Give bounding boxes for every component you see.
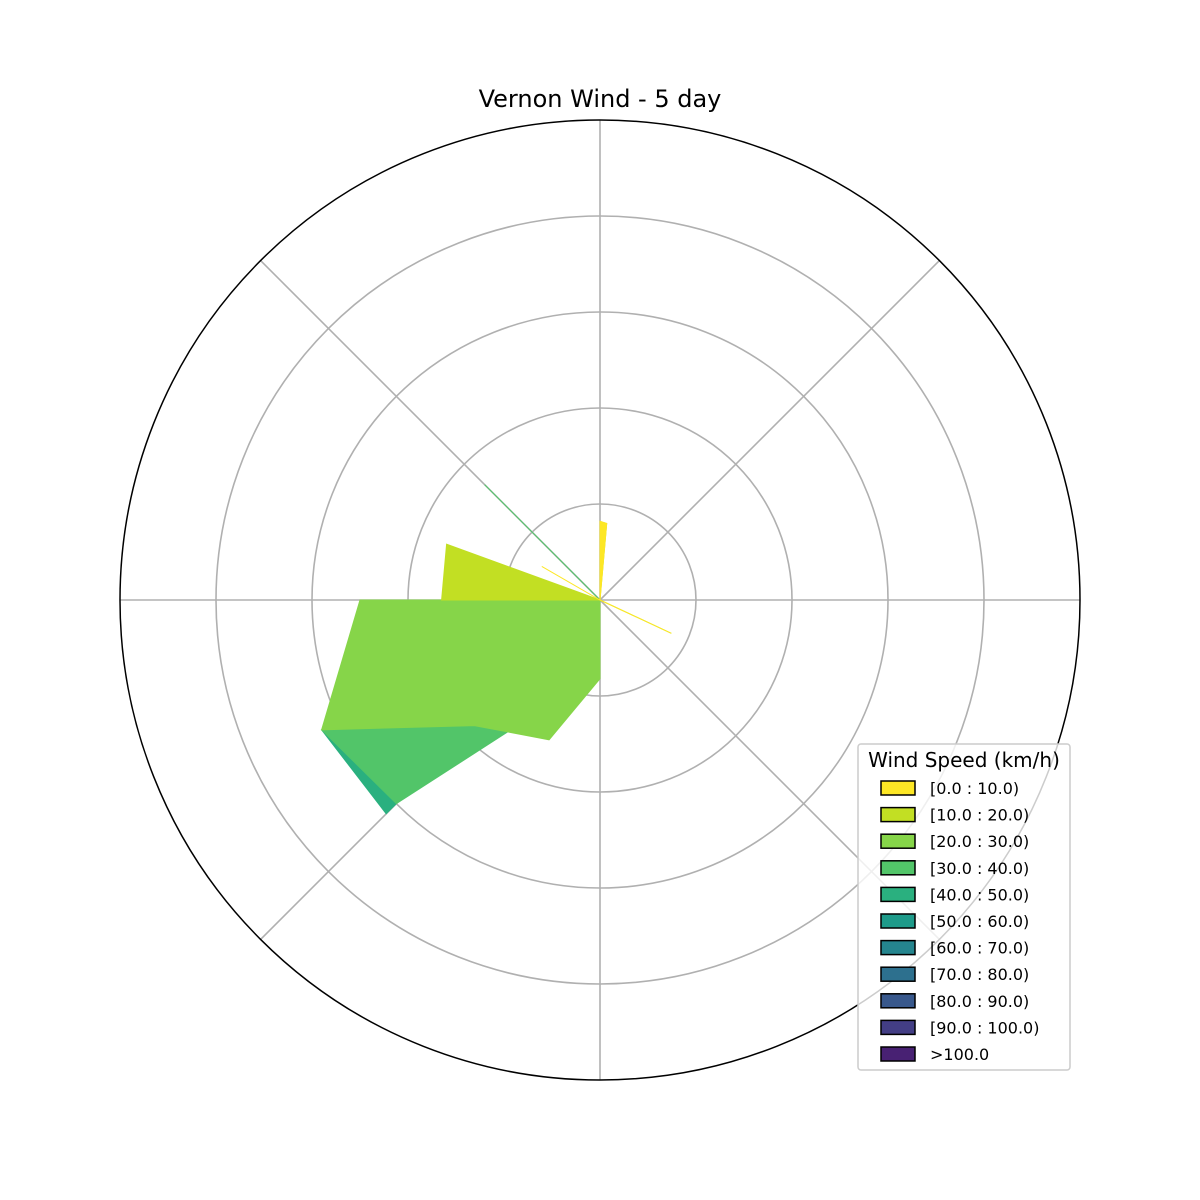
legend-swatch (880, 1046, 916, 1062)
legend-swatch (880, 806, 916, 823)
legend-label: [80.0 : 90.0) (930, 992, 1029, 1011)
legend-frame (857, 743, 1071, 1071)
legend-swatch (880, 780, 916, 796)
legend-label: [50.0 : 60.0) (930, 912, 1029, 931)
legend-label: [90.0 : 100.0) (930, 1018, 1039, 1037)
legend: Wind Speed (km/h) [0.0 : 10.0) [10.0 : 20… (857, 743, 1071, 1071)
legend-swatch (880, 886, 916, 903)
legend-swatch (880, 966, 916, 982)
grid-spoke (599, 260, 940, 601)
legend-items: [0.0 : 10.0) [10.0 : 20.0) [20.0 : 30.0) [3… (880, 779, 1039, 1064)
chart-title: Vernon Wind - 5 day (479, 85, 722, 113)
legend-swatch (880, 860, 916, 876)
legend-swatch (880, 913, 916, 929)
legend-title: Wind Speed (km/h) (868, 748, 1060, 772)
legend-label: [30.0 : 40.0) (930, 859, 1029, 878)
legend-label: [40.0 : 50.0) (930, 885, 1029, 904)
speed-band-0 (541, 520, 672, 634)
legend-swatch (880, 993, 916, 1009)
legend-swatch (880, 833, 916, 849)
legend-label: [0.0 : 10.0) (930, 779, 1019, 798)
polar-frame (119, 119, 1081, 1081)
legend-label: [60.0 : 70.0) (930, 939, 1029, 958)
legend-label: >100.0 (930, 1045, 989, 1064)
legend-label: [70.0 : 80.0) (930, 965, 1029, 984)
legend-label: [20.0 : 30.0) (930, 832, 1029, 851)
wind-speed-layers (320, 484, 672, 815)
legend-swatch (880, 939, 916, 956)
speed-band-2 (320, 599, 601, 741)
legend-swatch (880, 1019, 916, 1036)
legend-label: [10.0 : 20.0) (930, 806, 1029, 825)
